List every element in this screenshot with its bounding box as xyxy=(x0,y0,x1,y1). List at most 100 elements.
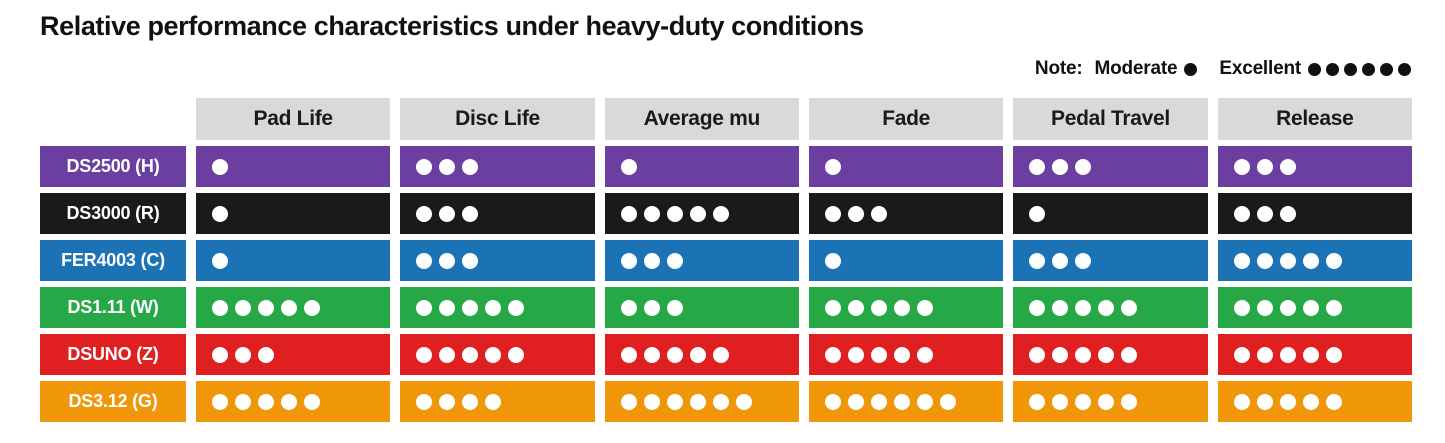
rating-dot xyxy=(212,393,228,410)
rating-cell xyxy=(604,334,799,375)
rating-dot xyxy=(666,346,683,363)
rating-dot xyxy=(1075,346,1092,363)
legend-dot xyxy=(1362,62,1375,76)
rating-cell xyxy=(1013,381,1208,422)
table-row: DS3000 (R) xyxy=(40,193,1412,234)
rating-cell xyxy=(1217,240,1412,281)
rating-dot xyxy=(1302,299,1319,316)
column-header-pad-life: Pad Life xyxy=(196,98,391,140)
rating-dot xyxy=(1052,252,1069,269)
row-label-fer4003-c-: FER4003 (C) xyxy=(40,240,186,281)
rating-dot xyxy=(620,393,637,410)
rating-dot xyxy=(1279,346,1296,363)
legend-dot xyxy=(1308,62,1321,76)
rating-dot xyxy=(212,346,228,363)
rating-dot xyxy=(1075,158,1092,175)
rating-dot xyxy=(1029,393,1046,410)
rating-dot xyxy=(1256,299,1273,316)
rating-dot xyxy=(1029,205,1046,222)
rating-cell xyxy=(1013,287,1208,328)
rating-dot xyxy=(416,393,433,410)
rating-dot xyxy=(439,346,456,363)
rating-dot xyxy=(643,299,660,316)
column-header-disc-life: Disc Life xyxy=(400,98,595,140)
rating-dot xyxy=(712,205,729,222)
rating-dot xyxy=(439,299,456,316)
rating-dot xyxy=(1233,205,1250,222)
rating-cell xyxy=(196,193,391,234)
rating-dot xyxy=(1325,393,1342,410)
rating-dot xyxy=(1098,299,1115,316)
rating-dot xyxy=(212,205,228,222)
rating-cell xyxy=(808,287,1004,328)
rating-dot xyxy=(666,393,683,410)
rating-dot xyxy=(712,393,729,410)
rating-dot xyxy=(1325,252,1342,269)
table-row: FER4003 (C) xyxy=(40,240,1412,281)
rating-dot xyxy=(824,158,841,175)
legend: Note: Moderate Excellent xyxy=(1035,58,1411,80)
rating-cell xyxy=(400,381,595,422)
rating-dot xyxy=(620,252,637,269)
table-corner-cell xyxy=(40,98,186,140)
rating-cell xyxy=(808,193,1004,234)
legend-moderate-label: Moderate xyxy=(1094,58,1178,79)
legend-dot xyxy=(1184,62,1198,76)
rating-dot xyxy=(1233,346,1250,363)
rating-dot xyxy=(1121,299,1138,316)
row-label-ds3000-r-: DS3000 (R) xyxy=(40,193,186,234)
rating-dot xyxy=(1233,252,1250,269)
rating-cell xyxy=(808,381,1004,422)
rating-dot xyxy=(1256,393,1273,410)
rating-dot xyxy=(643,393,660,410)
rating-dot xyxy=(1302,393,1319,410)
rating-cell xyxy=(400,334,595,375)
rating-dot xyxy=(620,346,637,363)
rating-dot xyxy=(462,346,479,363)
rating-dot xyxy=(870,393,887,410)
legend-note-label: Note: xyxy=(1034,58,1083,79)
rating-dot xyxy=(1075,393,1092,410)
rating-dot xyxy=(916,346,933,363)
table-header-row: Pad Life Disc Life Average mu Fade Pedal Tra… xyxy=(40,98,1412,140)
rating-dot xyxy=(1052,393,1069,410)
rating-dot xyxy=(462,299,479,316)
rating-dot xyxy=(439,252,456,269)
legend-excellent-dots xyxy=(1308,62,1411,76)
rating-dot xyxy=(689,205,706,222)
rating-dot xyxy=(1052,299,1069,316)
rating-cell xyxy=(1217,146,1412,187)
rating-dot xyxy=(1029,252,1046,269)
rating-dot xyxy=(1256,252,1273,269)
rating-dot xyxy=(485,346,502,363)
rating-cell xyxy=(1013,240,1208,281)
rating-dot xyxy=(1302,252,1319,269)
rating-cell xyxy=(604,381,799,422)
rating-dot xyxy=(258,346,274,363)
rating-dot xyxy=(235,299,251,316)
rating-dot xyxy=(258,393,274,410)
rating-cell xyxy=(400,146,595,187)
rating-dot xyxy=(666,205,683,222)
rating-dot xyxy=(824,393,841,410)
legend-dot xyxy=(1344,62,1357,76)
row-label-ds2500-h-: DS2500 (H) xyxy=(40,146,186,187)
rating-dot xyxy=(847,393,864,410)
legend-moderate-dots xyxy=(1184,62,1198,76)
rating-dot xyxy=(1256,205,1273,222)
legend-excellent-label: Excellent xyxy=(1219,58,1301,79)
rating-dot xyxy=(1075,299,1092,316)
rating-dot xyxy=(1098,346,1115,363)
rating-cell xyxy=(808,146,1004,187)
rating-dot xyxy=(666,252,683,269)
rating-dot xyxy=(1256,346,1273,363)
rating-dot xyxy=(416,205,433,222)
rating-dot xyxy=(485,393,502,410)
table-row: DS2500 (H) xyxy=(40,146,1412,187)
rating-dot xyxy=(1279,393,1296,410)
rating-dot xyxy=(847,205,864,222)
rating-dot xyxy=(281,393,297,410)
rating-dot xyxy=(1256,158,1273,175)
rating-dot xyxy=(258,299,274,316)
